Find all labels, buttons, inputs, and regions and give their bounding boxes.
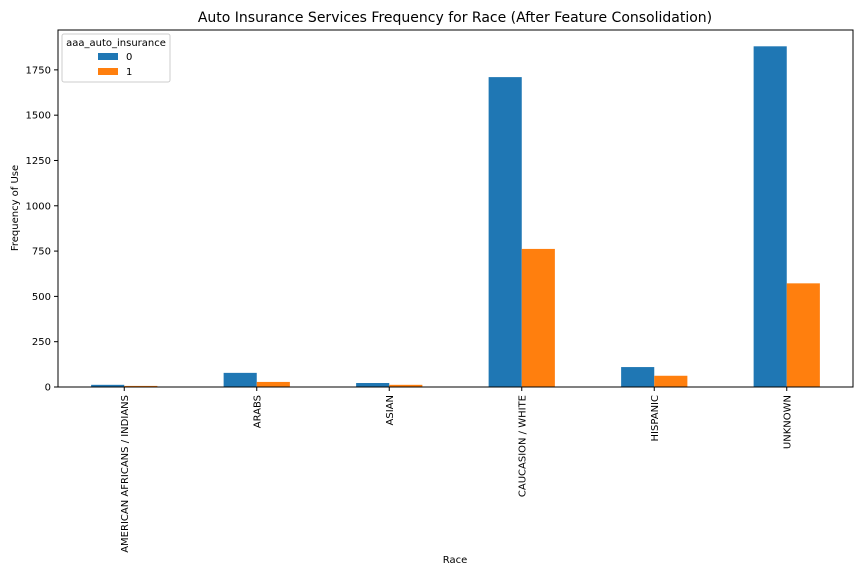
y-tick-label-6: 1500 — [26, 111, 51, 122]
plot-frame — [57, 29, 854, 388]
x-tick-label-5: UNKNOWN — [782, 395, 793, 449]
y-axis-label: Frequency of Use — [10, 165, 21, 251]
bar-series-1-0 — [124, 385, 158, 387]
legend-swatch-0 — [98, 53, 118, 60]
x-tick-label-1: ARABS — [252, 395, 263, 428]
y-tick-label-0: 0 — [45, 383, 51, 394]
legend-entry-1: 1 — [126, 67, 132, 78]
x-tick-label-0: AMERICAN AFRICANS / INDIANS — [120, 395, 131, 553]
bar-series-0-2 — [356, 383, 390, 387]
x-tick-label-3: CAUCASION / WHITE — [517, 395, 528, 497]
bar-series-1-2 — [389, 384, 423, 387]
x-tick-label-2: ASIAN — [385, 395, 396, 425]
y-tick-label-3: 750 — [32, 247, 51, 258]
legend-title: aaa_auto_insurance — [66, 38, 166, 49]
plot-area: 0 250 500 750 1000 1250 1500 1750 AMERICAN AFRIC… — [26, 46, 820, 553]
x-tick-label-4: HISPANIC — [650, 395, 661, 441]
bar-series-0-5 — [753, 46, 787, 388]
bar-series-1-3 — [521, 248, 555, 387]
y-tick-label-7: 1750 — [26, 65, 51, 76]
bar-series-1-4 — [654, 375, 688, 387]
bar-series-0-0 — [91, 384, 125, 387]
bar-series-0-4 — [621, 367, 655, 387]
x-axis-label: Race — [443, 555, 468, 566]
y-tick-label-1: 250 — [32, 337, 51, 348]
bar-series-1-5 — [786, 283, 820, 387]
chart-title: Auto Insurance Services Frequency for Ra… — [198, 10, 712, 26]
legend: aaa_auto_insurance 0 1 — [61, 33, 171, 83]
bar-series-0-3 — [488, 77, 522, 387]
y-tick-label-2: 500 — [32, 292, 51, 303]
y-tick-label-5: 1250 — [26, 156, 51, 167]
y-tick-label-4: 1000 — [26, 201, 51, 212]
legend-entry-0: 0 — [126, 52, 132, 63]
legend-swatch-1 — [98, 68, 118, 75]
bar-series-0-1 — [223, 372, 257, 387]
bar-series-1-1 — [256, 381, 290, 387]
